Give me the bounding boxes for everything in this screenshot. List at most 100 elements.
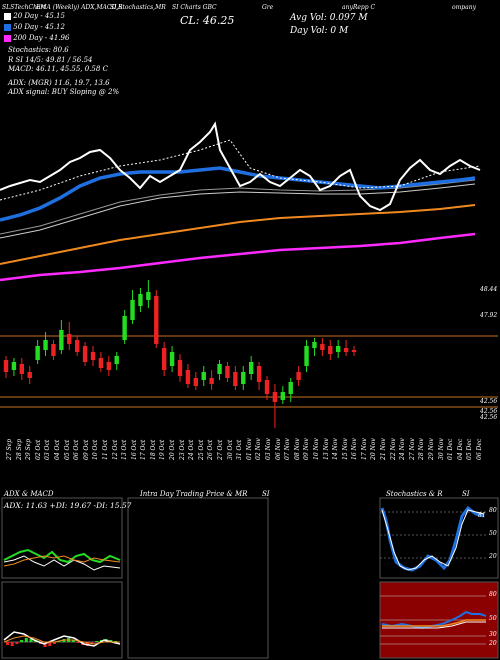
candle-body bbox=[304, 346, 309, 366]
price-label-upper: 47.92 bbox=[480, 312, 498, 319]
stoch-tick-20: 20 bbox=[489, 553, 497, 560]
adx-orange-line bbox=[3, 555, 121, 567]
macd-bar bbox=[10, 642, 14, 646]
stoch-tick-50: 50 bbox=[489, 530, 497, 537]
header-part-5: anyRepp C bbox=[342, 4, 376, 11]
date-label: 20 Nov bbox=[370, 438, 378, 460]
rsi-tick-50: 50 bbox=[489, 615, 497, 622]
ema20-line bbox=[0, 121, 481, 212]
date-label: 25 Oct bbox=[197, 439, 205, 460]
header-part-2: SI,Stochastics,MR bbox=[110, 4, 166, 11]
header-part-3: SI Charts GBC bbox=[172, 4, 217, 11]
rsi-white-line bbox=[382, 621, 486, 629]
candle-body bbox=[328, 346, 333, 354]
date-label: 06 Oct bbox=[73, 439, 81, 460]
date-label: 26 Oct bbox=[207, 439, 215, 460]
price-label-lower-1: 42.56 bbox=[480, 398, 498, 405]
candle-body bbox=[217, 364, 222, 374]
candle-body bbox=[193, 378, 199, 386]
date-label: 31 Oct bbox=[236, 439, 244, 460]
ema200-swatch bbox=[4, 34, 11, 42]
candle-body bbox=[343, 348, 349, 352]
macd-panel bbox=[1, 581, 123, 659]
close-price: CL: 46.25 bbox=[180, 14, 235, 27]
macd-bar bbox=[48, 642, 52, 646]
date-label: 30 Oct bbox=[226, 439, 234, 460]
date-label: 23 Oct bbox=[178, 439, 186, 460]
macd-bar bbox=[71, 640, 75, 642]
rsi-blue-line bbox=[381, 610, 487, 630]
rsi-orange-line bbox=[382, 619, 486, 627]
header-part-4: Gre bbox=[262, 4, 274, 11]
macd-bar bbox=[15, 642, 19, 644]
date-label: 09 Oct bbox=[82, 439, 90, 460]
stoch-readout: 81 bbox=[478, 512, 486, 519]
date-label: 17 Nov bbox=[360, 438, 368, 460]
candle-body bbox=[82, 346, 88, 362]
rsi-tick-20: 20 bbox=[489, 640, 497, 647]
candle-body bbox=[335, 346, 341, 352]
candle-body bbox=[130, 300, 135, 320]
ema200-line bbox=[0, 232, 476, 282]
candle-body bbox=[312, 342, 317, 348]
ema-slow-white-a bbox=[0, 183, 476, 239]
date-label: 04 Dec bbox=[456, 438, 464, 460]
price-label-lower-3: 42.56 bbox=[480, 414, 498, 421]
date-label: 24 Oct bbox=[188, 439, 196, 460]
date-label: 21 Nov bbox=[380, 438, 388, 460]
candle-body bbox=[51, 344, 56, 356]
macd-bar bbox=[24, 638, 28, 642]
date-label: 13 Oct bbox=[121, 439, 129, 460]
macd-signal-line bbox=[3, 635, 120, 645]
stoch-k-line bbox=[380, 505, 485, 572]
ema100-line bbox=[0, 204, 476, 265]
date-label: 17 Oct bbox=[140, 439, 148, 460]
macd-bar bbox=[90, 642, 94, 644]
stoch-panel-title: Stochastics & R bbox=[386, 490, 443, 498]
candle-body bbox=[154, 296, 159, 344]
date-label: 27 Sep bbox=[6, 438, 13, 460]
rsi-tick-30: 30 bbox=[489, 631, 497, 638]
header-part-6: ompany bbox=[452, 4, 476, 11]
date-label: 28 Nov bbox=[418, 438, 426, 460]
adx-value: ADX: (MGR) 11.6, 19.7, 13.6 bbox=[8, 79, 110, 87]
date-label: 27 Nov bbox=[408, 438, 416, 460]
macd-bar bbox=[53, 642, 56, 644]
adx-signal: ADX signal: BUY Sloping @ 2% bbox=[8, 88, 120, 96]
date-label: 27 Oct bbox=[217, 439, 225, 460]
ema-slow-white-b bbox=[0, 179, 476, 235]
ema200-label: 200 Day - 41.96 bbox=[4, 34, 69, 42]
candle-body bbox=[351, 350, 357, 352]
candle-body bbox=[11, 362, 17, 370]
candle-body bbox=[288, 382, 293, 394]
date-label: 13 Nov bbox=[322, 438, 330, 460]
candle-body bbox=[138, 294, 143, 306]
date-label: 29 Nov bbox=[428, 438, 436, 460]
date-label: 20 Oct bbox=[169, 439, 177, 460]
date-label: 01 Nov bbox=[245, 438, 253, 460]
date-label: 03 Oct bbox=[44, 439, 52, 460]
candle-body bbox=[161, 348, 167, 370]
intraday-panel-title: Intra Day Trading Price & MR bbox=[140, 490, 248, 498]
stoch-d-line bbox=[381, 509, 485, 571]
candle-body bbox=[59, 330, 64, 350]
candle-body bbox=[169, 352, 175, 366]
candle-body bbox=[201, 372, 206, 380]
candle-body bbox=[256, 366, 262, 382]
date-label: 10 Nov bbox=[312, 438, 320, 460]
header-part-1: EMA (Weekly) ADX,MACD,R bbox=[36, 4, 123, 11]
price-label-top: 48.44 bbox=[480, 286, 498, 293]
date-label: 01 Dec bbox=[447, 438, 455, 460]
date-label: 05 Dec bbox=[466, 438, 474, 460]
date-label: 14 Nov bbox=[332, 438, 340, 460]
date-label: 18 Oct bbox=[149, 439, 157, 460]
date-label: 11 Oct bbox=[101, 439, 109, 460]
candle-body bbox=[248, 362, 254, 374]
date-label: 02 Oct bbox=[34, 439, 42, 460]
date-label: 06 Nov bbox=[274, 438, 282, 460]
candle-body bbox=[241, 372, 246, 384]
ema20-swatch bbox=[4, 12, 11, 20]
candle-body bbox=[209, 378, 214, 384]
macd-bar bbox=[29, 639, 33, 642]
date-label: 16 Nov bbox=[351, 438, 359, 460]
